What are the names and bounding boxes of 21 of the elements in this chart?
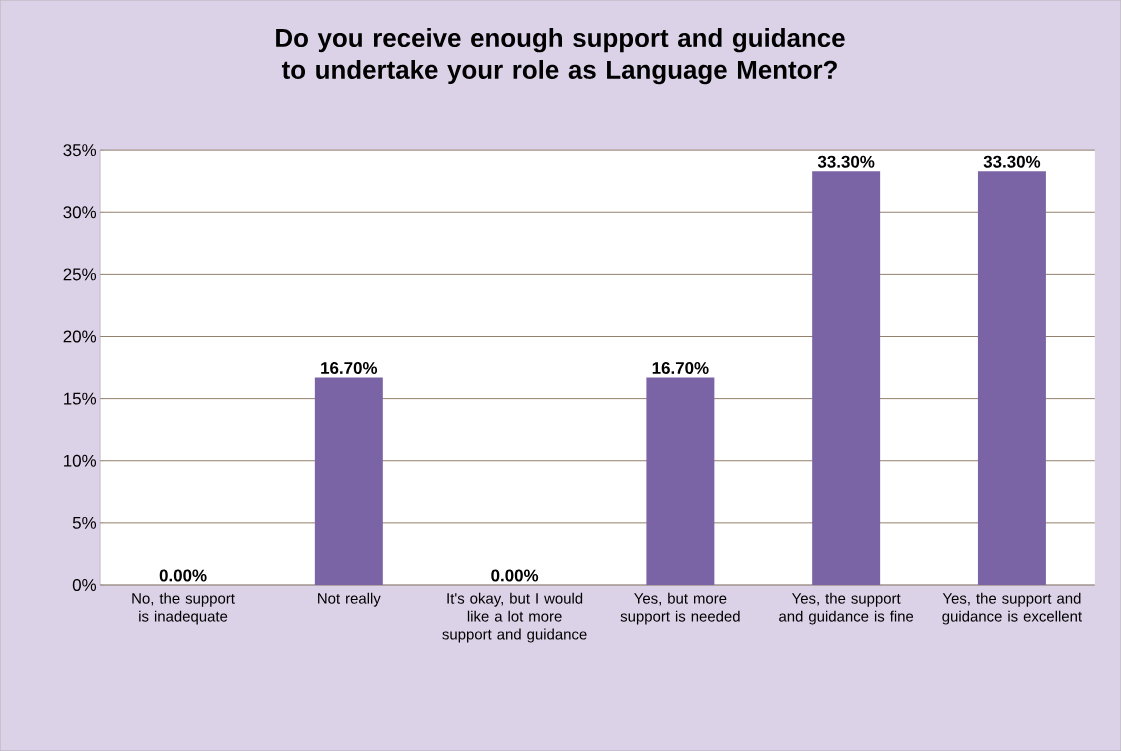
y-tick-label: 0% — [72, 578, 97, 591]
chart-title: Do you receive enough support and guidance to undertake your role as Language Mentor? — [276, 28, 845, 85]
data-label: 33.30% — [817, 155, 875, 168]
y-tick-label: 25% — [63, 268, 97, 281]
x-tick-label: Yes, the support and guidance is fine — [779, 592, 914, 625]
y-tick-label: 15% — [64, 392, 97, 405]
y-tick-label: 20% — [63, 330, 97, 343]
y-tick-label: 10% — [64, 454, 97, 467]
x-tick-label: Yes, the support and guidance is excellent — [942, 592, 1082, 625]
data-label: 16.70% — [652, 361, 709, 374]
y-tick-label: 35% — [63, 144, 97, 157]
data-label: 0.00% — [159, 569, 207, 582]
x-tick-label: It's okay, but I would like a lot more support and guidance — [442, 592, 587, 643]
data-label: 16.70% — [321, 361, 378, 374]
data-label: 33.30% — [983, 155, 1041, 168]
x-tick-label: Not really — [318, 592, 381, 607]
x-tick-label: No, the support is inadequate — [132, 592, 235, 625]
y-tick-label: 30% — [63, 206, 97, 219]
data-label: 0.00% — [491, 569, 539, 582]
x-tick-label: Yes, but more support is needed — [620, 592, 740, 625]
y-tick-label: 5% — [72, 516, 97, 529]
